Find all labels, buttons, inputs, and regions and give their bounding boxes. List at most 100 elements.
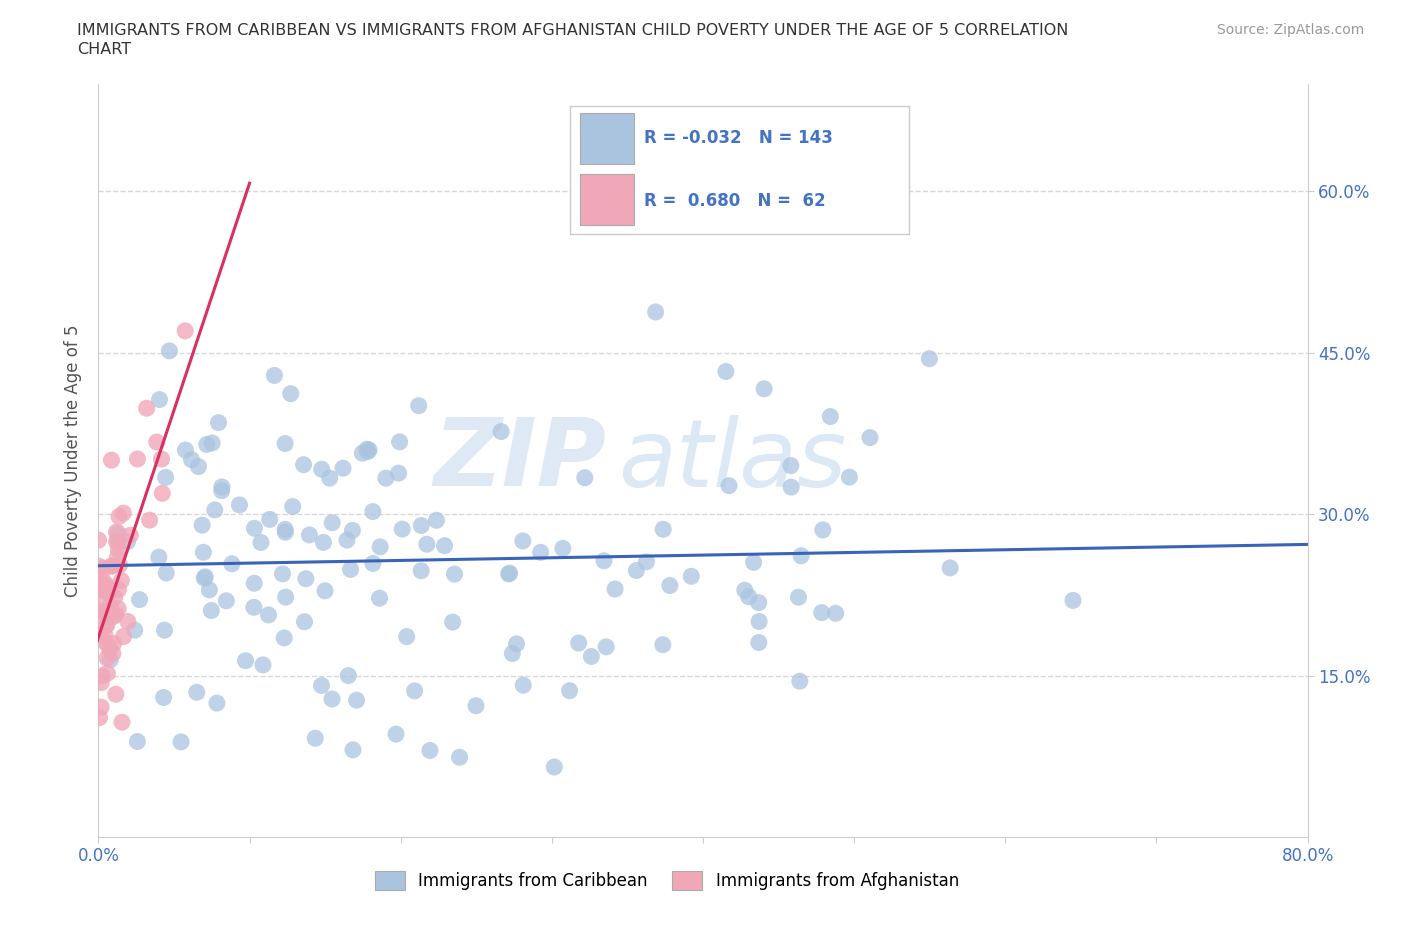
Point <box>98 598 121 613</box>
Point <box>124 623 146 638</box>
Point <box>281 499 304 514</box>
Point <box>425 512 447 527</box>
Point <box>112 506 135 521</box>
Point <box>215 593 238 608</box>
Point <box>98 604 121 619</box>
Point <box>295 571 318 586</box>
Point <box>738 590 761 604</box>
Point <box>263 368 285 383</box>
Point <box>1062 593 1084 608</box>
Point <box>644 304 666 319</box>
Point <box>530 545 553 560</box>
Text: IMMIGRANTS FROM CARIBBEAN VS IMMIGRANTS FROM AFGHANISTAN CHILD POVERTY UNDER THE: IMMIGRANTS FROM CARIBBEAN VS IMMIGRANTS … <box>77 23 1069 38</box>
Point <box>174 324 197 339</box>
Point <box>838 470 860 485</box>
Point <box>748 614 770 629</box>
Point <box>780 480 803 495</box>
Point <box>138 512 160 527</box>
Point <box>681 569 703 584</box>
Point <box>443 566 465 581</box>
Point <box>97 581 120 596</box>
Point <box>292 458 315 472</box>
Point <box>135 401 157 416</box>
Legend: Immigrants from Caribbean, Immigrants from Afghanistan: Immigrants from Caribbean, Immigrants fr… <box>368 864 966 897</box>
Point <box>207 415 229 430</box>
Point <box>368 539 391 554</box>
Point <box>90 699 112 714</box>
Point <box>89 577 111 591</box>
Point <box>714 365 737 379</box>
Point <box>96 666 118 681</box>
Point <box>321 692 343 707</box>
Point <box>388 434 411 449</box>
Point <box>651 637 673 652</box>
Point <box>107 542 129 557</box>
Point <box>174 443 197 458</box>
Point <box>150 485 173 500</box>
Point <box>148 392 170 407</box>
Point <box>187 459 209 474</box>
Point <box>810 605 832 620</box>
Point <box>170 735 193 750</box>
Point <box>91 561 114 576</box>
Point <box>111 715 134 730</box>
Point <box>94 578 117 592</box>
Point <box>155 565 177 580</box>
Point <box>198 582 221 597</box>
Point <box>441 615 464 630</box>
Point <box>593 553 616 568</box>
Text: ZIP: ZIP <box>433 415 606 506</box>
Point <box>87 533 110 548</box>
Point <box>100 652 122 667</box>
Point <box>551 541 574 556</box>
Point <box>211 480 233 495</box>
Point <box>89 559 111 574</box>
Point <box>408 398 430 413</box>
Point <box>96 606 118 621</box>
Point <box>228 498 250 512</box>
Point <box>91 594 114 609</box>
Point <box>274 436 297 451</box>
Text: Source: ZipAtlas.com: Source: ZipAtlas.com <box>1216 23 1364 37</box>
Point <box>361 556 384 571</box>
Point <box>250 535 273 550</box>
Point <box>939 561 962 576</box>
Point <box>235 653 257 668</box>
Point <box>385 726 408 741</box>
Point <box>107 526 129 541</box>
Point <box>94 618 117 633</box>
Point <box>127 734 149 749</box>
Point <box>90 669 112 684</box>
Point <box>120 528 142 543</box>
Point <box>636 554 658 569</box>
Point <box>204 502 226 517</box>
Point <box>505 636 527 651</box>
Point <box>112 629 135 644</box>
Point <box>194 569 217 584</box>
Point <box>368 591 391 605</box>
Point <box>157 343 180 358</box>
Point <box>97 639 120 654</box>
Point <box>89 711 111 725</box>
Point <box>153 623 176 638</box>
Point <box>108 509 131 524</box>
Point <box>271 566 294 581</box>
Point <box>501 646 523 661</box>
Point <box>107 582 129 597</box>
Point <box>127 451 149 466</box>
Point <box>152 690 174 705</box>
Point <box>100 453 122 468</box>
Point <box>257 607 280 622</box>
Point <box>298 527 321 542</box>
Point <box>96 651 118 666</box>
Point <box>221 556 243 571</box>
Point <box>558 684 581 698</box>
Point <box>595 640 617 655</box>
Point <box>512 678 534 693</box>
Point <box>411 518 433 533</box>
Point <box>568 635 591 650</box>
Point <box>94 628 117 643</box>
Point <box>489 424 512 439</box>
Text: atlas: atlas <box>619 415 846 506</box>
Point <box>918 352 941 366</box>
